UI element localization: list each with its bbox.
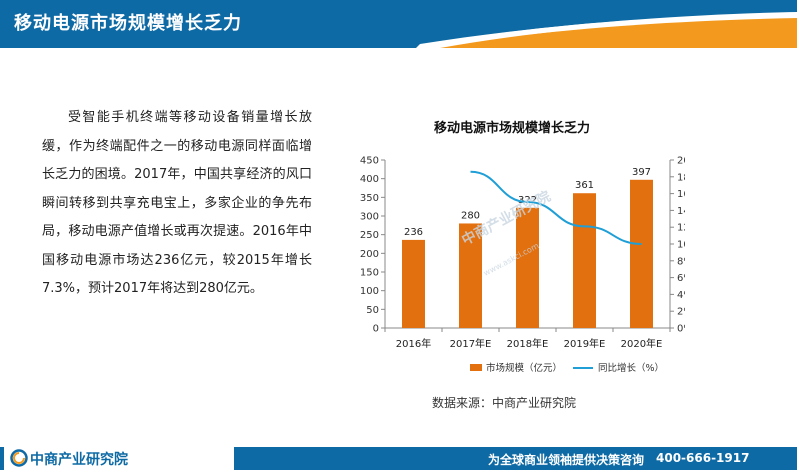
body-paragraph: 受智能手机终端等移动设备销量增长放缓，作为终端配件之一的移动电源同样面临增长乏力…	[42, 110, 312, 296]
header-banner	[0, 0, 797, 48]
y-tick-label: 0	[373, 324, 379, 335]
y2-tick-label: 2%	[677, 307, 685, 318]
y2-tick-label: 6%	[677, 273, 685, 284]
y2-tick-label: 4%	[677, 290, 685, 301]
y-tick-label: 350	[360, 193, 379, 204]
bar	[516, 207, 539, 328]
market-size-chart: 移动电源市场规模增长乏力 0 50 100 150 200 250 300 350 400 450…	[360, 120, 685, 374]
chart-title: 移动电源市场规模增长乏力	[434, 120, 590, 136]
y2-tick-label: 10%	[677, 240, 685, 251]
x-tick-label: 2016年	[396, 337, 431, 350]
page-title: 移动电源市场规模增长乏力	[14, 13, 242, 34]
y2-tick-label: 12%	[677, 223, 685, 234]
growth-rate-line	[470, 170, 642, 245]
y-tick-label: 50	[366, 305, 379, 316]
y-tick-label: 450	[360, 156, 379, 167]
y2-tick-label: 14%	[677, 206, 685, 217]
legend-label-bar: 市场规模（亿元）	[486, 362, 562, 374]
y-tick-label: 200	[360, 249, 379, 260]
bar-value-label: 280	[461, 210, 480, 221]
x-tick-label: 2019年E	[564, 337, 606, 350]
header-white-stripe	[418, 14, 797, 48]
footer-phone: 400-666-1917	[656, 451, 750, 465]
header-orange-swoosh	[440, 16, 797, 48]
bar	[630, 179, 653, 328]
y-tick-label: 400	[360, 174, 379, 185]
x-tick-label: 2018年E	[507, 337, 549, 350]
footer-logo-area	[4, 446, 234, 470]
bar-value-label: 397	[632, 167, 651, 178]
footer-logo-text: 中商产业研究院	[30, 452, 128, 468]
y2-tick-label: 16%	[677, 189, 685, 200]
y-tick-label: 100	[360, 286, 379, 297]
footer-slogan: 为全球商业领袖提供决策咨询	[488, 453, 645, 467]
bar	[573, 193, 596, 328]
x-tick-label: 2017年E	[450, 337, 492, 350]
logo-icon	[10, 449, 28, 467]
bar-value-label: 322	[518, 195, 537, 206]
y-tick-label: 150	[360, 268, 379, 279]
y2-tick-label: 0%	[677, 324, 685, 335]
y2-tick-label: 20%	[677, 156, 685, 167]
y-tick-label: 300	[360, 212, 379, 223]
bar-value-label: 361	[575, 180, 594, 191]
bar	[402, 239, 425, 328]
legend-swatch-bar	[470, 364, 482, 371]
data-source-note: 数据来源：中商产业研究院	[432, 396, 577, 410]
bar-value-label: 236	[404, 227, 423, 238]
legend-label-line: 同比增长（%）	[598, 362, 664, 374]
header-blue-band	[0, 0, 797, 48]
bar	[459, 223, 482, 328]
y-tick-label: 250	[360, 230, 379, 241]
y2-tick-label: 18%	[677, 172, 685, 183]
x-tick-label: 2020年E	[621, 337, 663, 350]
y2-tick-label: 8%	[677, 256, 685, 267]
